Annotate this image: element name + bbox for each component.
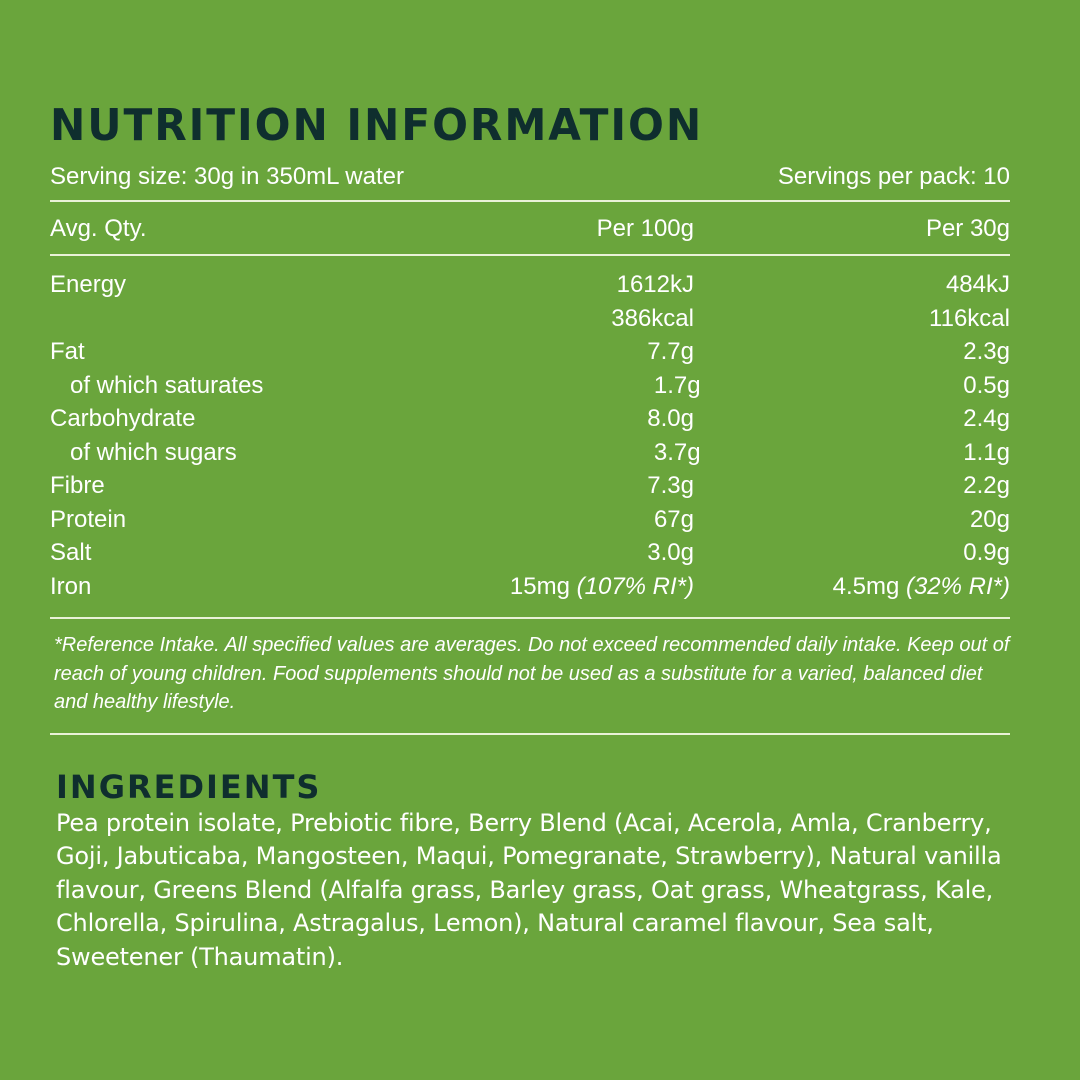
iron-ri-per-30g: (32% RI*): [905, 572, 1010, 600]
serving-size: Serving size: 30g in 350mL water: [50, 163, 404, 190]
value-per-100g: 15mg (107% RI*): [470, 570, 694, 604]
header-per-30g: Per 30g: [925, 215, 1010, 242]
value-per-100g: 3.0g: [647, 539, 694, 566]
row-label: Energy: [50, 271, 127, 298]
divider: [50, 200, 1010, 202]
table-row-sugars: of which sugars 3.7g 1.1g: [50, 436, 1010, 470]
value-per-100g: 7.3g: [647, 472, 694, 499]
row-label: of which sugars: [70, 438, 237, 466]
iron-per-30g: 4.5mg: [832, 572, 900, 600]
value-per-100g: 7.7g: [647, 338, 694, 365]
value-per-30g: 116kcal: [929, 304, 1010, 332]
divider: [50, 617, 1010, 619]
divider: [50, 732, 1010, 735]
row-label: [50, 302, 470, 336]
nutrition-title: NUTRITION INFORMATION: [50, 100, 704, 151]
value-per-30g: 4.5mg (32% RI*): [694, 570, 1010, 604]
servings-per-pack: Servings per pack: 10: [777, 163, 1010, 190]
value-per-100g: 67g: [653, 505, 694, 533]
row-label: Iron: [50, 572, 92, 600]
table-row-fibre: Fibre 7.3g 2.2g: [50, 469, 1010, 503]
nutrition-panel: NUTRITION INFORMATION Serving size: 30g …: [50, 100, 1010, 974]
value-per-30g: 2.2g: [963, 472, 1010, 499]
value-per-100g: 3.7g: [653, 438, 701, 466]
value-per-30g: 20g: [969, 505, 1010, 533]
value-per-30g: 2.3g: [963, 338, 1010, 365]
table-row-saturates: of which saturates 1.7g 0.5g: [50, 369, 1010, 403]
reference-intake-footnote: *Reference Intake. All specified values …: [54, 634, 1010, 713]
iron-ri-per-100g: (107% RI*): [576, 572, 694, 600]
row-label: Fibre: [50, 472, 105, 499]
iron-per-100g: 15mg: [509, 572, 570, 600]
value-per-100g: 386kcal: [611, 304, 694, 332]
value-per-30g: 0.5g: [963, 371, 1010, 399]
nutrition-table: Energy 1612kJ 484kJ 386kcal 116kcal Fat …: [50, 256, 1010, 617]
table-row-iron: Iron 15mg (107% RI*) 4.5mg (32% RI*): [50, 570, 1010, 604]
divider: [50, 254, 1010, 256]
table-header: Avg. Qty. Per 100g Per 30g: [50, 202, 1010, 254]
row-label: Salt: [50, 539, 92, 566]
value-per-30g: 1.1g: [963, 438, 1010, 466]
value-per-30g: 2.4g: [963, 405, 1010, 432]
table-row-protein: Protein 67g 20g: [50, 503, 1010, 537]
table-row-energy-kcal: 386kcal 116kcal: [50, 302, 1010, 336]
ingredients-title: INGREDIENTS: [56, 767, 322, 806]
value-per-100g: 8.0g: [647, 405, 694, 432]
value-per-30g: 0.9g: [963, 539, 1010, 566]
table-row-salt: Salt 3.0g 0.9g: [50, 536, 1010, 570]
row-label: of which saturates: [70, 371, 264, 399]
row-label: Fat: [50, 338, 85, 365]
value-per-30g: 484kJ: [945, 271, 1010, 298]
table-row-fat: Fat 7.7g 2.3g: [50, 335, 1010, 369]
table-row-energy-kj: Energy 1612kJ 484kJ: [50, 268, 1010, 302]
header-per-100g: Per 100g: [596, 215, 694, 242]
value-per-100g: 1612kJ: [616, 271, 694, 298]
row-label: Carbohydrate: [50, 405, 196, 432]
header-avg-qty: Avg. Qty.: [50, 215, 147, 242]
value-per-100g: 1.7g: [653, 371, 701, 399]
serving-info: Serving size: 30g in 350mL water Serving…: [50, 162, 1010, 200]
row-label: Protein: [50, 505, 127, 533]
table-row-carbohydrate: Carbohydrate 8.0g 2.4g: [50, 402, 1010, 436]
ingredients-text: Pea protein isolate, Prebiotic fibre, Be…: [56, 808, 1002, 971]
